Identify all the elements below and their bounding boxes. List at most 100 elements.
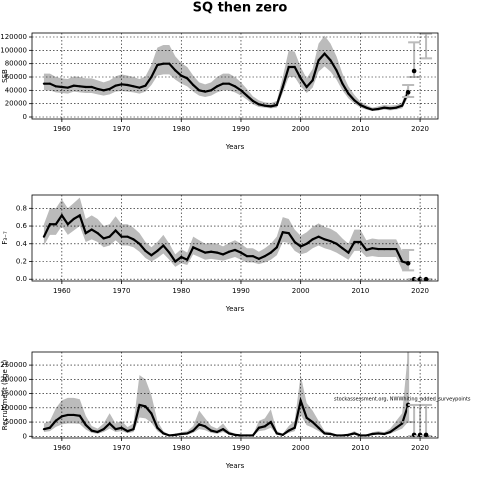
y-tick-label: 40000 [5, 86, 27, 94]
point [78, 414, 81, 417]
point [269, 105, 272, 108]
point [102, 89, 105, 92]
point [78, 214, 81, 217]
point [150, 254, 153, 257]
y-axis-label: SSB [1, 69, 9, 83]
point [401, 260, 404, 263]
point [138, 86, 141, 89]
point [210, 250, 213, 253]
point [198, 248, 201, 252]
point [215, 251, 219, 254]
point [293, 426, 296, 429]
point [114, 428, 117, 431]
point [383, 247, 386, 251]
point [323, 432, 326, 435]
point [60, 214, 63, 217]
point [186, 77, 189, 80]
x-tick-label: 1990 [232, 287, 250, 295]
y-tick-label: 0.8 [16, 204, 27, 212]
point [395, 426, 398, 429]
point [90, 228, 93, 231]
point [263, 255, 266, 258]
point [96, 430, 99, 434]
point [192, 246, 195, 249]
plot-frame [31, 351, 439, 439]
point [233, 433, 237, 436]
point [251, 434, 255, 437]
point [359, 103, 362, 107]
plot-frame [31, 32, 439, 120]
y-tick-label: 0.4 [16, 240, 28, 248]
y-tick-label: 150000 [0, 390, 27, 398]
point [347, 251, 350, 254]
y-tick-label: 120000 [0, 33, 27, 41]
plot-area [42, 33, 433, 111]
point [180, 255, 183, 259]
point [138, 242, 141, 245]
point [210, 429, 213, 432]
point [72, 217, 75, 221]
point [251, 255, 255, 258]
x-axis-label: Years [225, 143, 245, 151]
x-tick-label: 1970 [113, 444, 131, 452]
confidence-band [43, 352, 409, 436]
point [317, 59, 320, 62]
point [389, 247, 392, 251]
point [72, 413, 75, 417]
point [329, 59, 332, 62]
x-tick-label: 1960 [53, 287, 71, 295]
x-tick-label: 2020 [411, 444, 429, 452]
point [281, 433, 284, 436]
point [347, 92, 350, 95]
x-tick-label: 2010 [351, 125, 369, 133]
point [311, 79, 314, 82]
point [341, 434, 344, 437]
point [198, 423, 201, 426]
point [215, 85, 219, 88]
point [48, 223, 52, 226]
point [54, 85, 57, 88]
point [192, 429, 195, 432]
point [263, 104, 266, 107]
x-tick-label: 2010 [351, 287, 369, 295]
point [72, 84, 75, 87]
point [227, 82, 231, 85]
projection-point [405, 260, 411, 266]
x-tick-label: 1990 [232, 444, 250, 452]
point [395, 106, 398, 109]
point [293, 240, 296, 244]
point [144, 405, 147, 408]
x-axis-label: Years [225, 462, 245, 470]
point [90, 85, 93, 89]
point [120, 235, 123, 238]
point [96, 87, 99, 91]
point [257, 257, 260, 260]
point [299, 399, 302, 402]
point [317, 235, 320, 238]
point [341, 82, 344, 85]
point [401, 104, 404, 107]
point [156, 426, 159, 429]
point [275, 246, 278, 249]
point [156, 63, 159, 67]
x-tick-label: 1980 [172, 125, 190, 133]
plot-frame [31, 194, 439, 282]
point [377, 432, 380, 435]
x-tick-label: 2000 [292, 287, 310, 295]
point [162, 62, 165, 65]
point [66, 86, 69, 89]
point [245, 255, 249, 258]
y-tick-label: 20000 [5, 100, 27, 108]
x-tick-label: 1970 [113, 125, 131, 133]
point [42, 82, 46, 85]
y-tick-label: 0.0 [16, 275, 27, 283]
point [132, 428, 135, 431]
point [257, 103, 260, 106]
point [204, 251, 207, 254]
point [221, 253, 225, 256]
x-tick-label: 1980 [172, 444, 190, 452]
point [84, 232, 87, 235]
x-tick-label: 1960 [53, 125, 71, 133]
x-tick-label: 2010 [351, 444, 369, 452]
